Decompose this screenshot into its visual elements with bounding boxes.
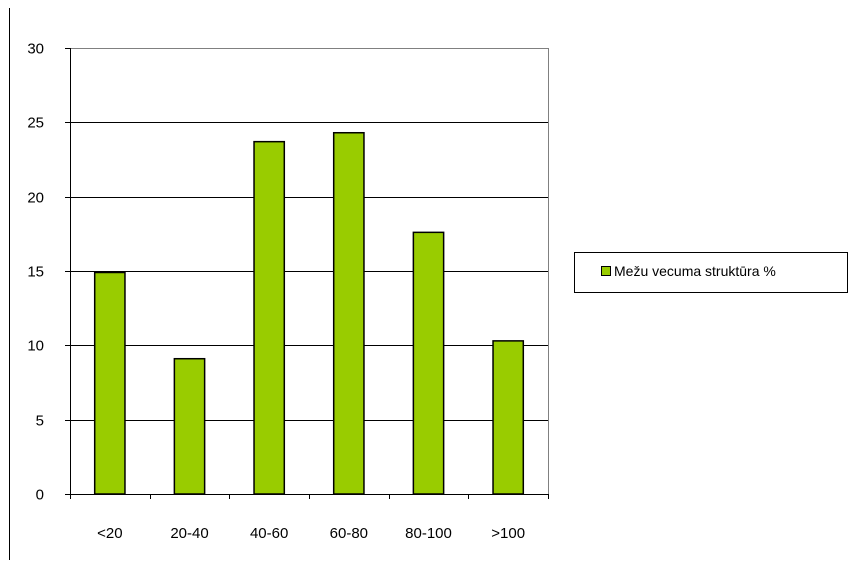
legend-box (574, 252, 848, 293)
y-tick-label: 20 (27, 190, 44, 207)
gridlines (70, 48, 548, 421)
bar->100 (492, 340, 525, 495)
y-tick-label: 5 (36, 413, 44, 430)
y-axis-ticks: 0 5 10 15 20 25 30 (27, 41, 70, 504)
bar-60-80 (332, 131, 365, 495)
x-tick-label: >100 (491, 525, 525, 542)
bar-20-40 (173, 357, 206, 495)
bar-<20 (93, 271, 126, 495)
x-tick-label: 20-40 (170, 525, 208, 542)
bar-40-60 (253, 140, 286, 495)
legend-label: Mežu vecuma struktūra % (614, 263, 776, 279)
x-tick-label: 80-100 (405, 525, 452, 542)
x-axis-ticks: <20 20-40 40-60 60-80 80-100 >100 (70, 494, 549, 542)
legend-swatch (601, 266, 611, 276)
x-tick-label: 40-60 (250, 525, 288, 542)
bars (93, 131, 525, 495)
y-tick-label: 0 (36, 487, 44, 504)
x-tick-label: 60-80 (330, 525, 368, 542)
legend: Mežu vecuma struktūra % (574, 252, 848, 293)
y-tick-label: 25 (27, 115, 44, 132)
bar-80-100 (412, 231, 445, 495)
y-tick-label: 30 (27, 41, 44, 58)
x-tick-label: <20 (97, 525, 122, 542)
y-tick-label: 15 (27, 264, 44, 281)
y-tick-label: 10 (27, 338, 44, 355)
